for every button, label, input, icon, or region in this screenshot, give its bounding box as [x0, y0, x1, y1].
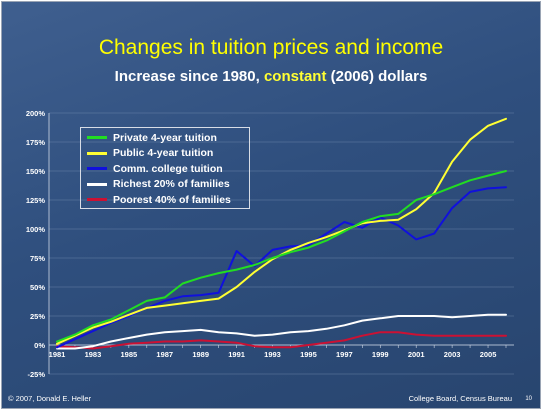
- x-tick-label: 2003: [444, 350, 461, 359]
- source-footer: College Board, Census Bureau: [408, 394, 512, 403]
- legend-label: Private 4-year tuition: [113, 131, 217, 144]
- y-tick-label: 150%: [26, 167, 46, 176]
- x-tick-label: 1989: [192, 350, 209, 359]
- legend-item: Poorest 40% of families: [87, 192, 249, 208]
- line-chart: -25% 0% 25% 50% 75% 100% 125% 150% 175% 200% 1981 1…: [26, 109, 514, 379]
- legend-item: Comm. college tuition: [87, 161, 249, 177]
- y-tick-label: 200%: [26, 109, 46, 118]
- legend-swatch: [87, 182, 107, 186]
- x-tick-label: 1983: [85, 350, 102, 359]
- legend-item: Private 4-year tuition: [87, 130, 249, 146]
- x-tick-label: 1985: [120, 350, 137, 359]
- y-tick-label: 50%: [30, 283, 45, 292]
- series-line-private-4-year-tuition: [56, 170, 507, 343]
- x-tick-label: 1993: [264, 350, 281, 359]
- x-tick-label: 1997: [336, 350, 353, 359]
- x-tick-label: 1991: [228, 350, 245, 359]
- copyright-footer: © 2007, Donald E. Heller: [8, 394, 92, 403]
- y-tick-label: 175%: [26, 138, 46, 147]
- x-tick-label: 1981: [49, 350, 66, 359]
- subtitle-suffix: (2006) dollars: [326, 68, 428, 85]
- series-line-richest-20-of-families: [56, 313, 507, 350]
- y-tick-label: 25%: [30, 312, 45, 321]
- y-tick-label: 0%: [34, 341, 45, 350]
- subtitle-prefix: Increase since 1980,: [114, 68, 264, 85]
- legend-label: Comm. college tuition: [113, 162, 223, 175]
- y-tick-label: 100%: [26, 225, 46, 234]
- legend-label: Public 4-year tuition: [113, 147, 214, 160]
- legend-swatch: [87, 198, 107, 202]
- subtitle-highlight: constant: [263, 68, 327, 85]
- y-tick-label: 75%: [30, 254, 45, 263]
- legend-swatch: [87, 167, 107, 171]
- legend-label: Richest 20% of families: [113, 178, 230, 191]
- series-line-poorest-40-of-families: [56, 331, 507, 350]
- legend-swatch: [87, 136, 107, 140]
- page-number: 10: [525, 396, 532, 402]
- legend-swatch: [87, 151, 107, 155]
- slide-title: Changes in tuition prices and income: [98, 36, 444, 59]
- x-tick-label: 2001: [408, 350, 425, 359]
- x-tick-label: 1999: [372, 350, 389, 359]
- legend-item: Richest 20% of families: [87, 177, 249, 193]
- slide-subtitle: Increase since 1980, constant (2006) dol…: [2, 68, 540, 86]
- series-line-comm-college-tuition: [56, 186, 507, 349]
- legend-label: Poorest 40% of families: [113, 193, 231, 206]
- chart-legend: Private 4-year tuition Public 4-year tuit…: [80, 127, 250, 209]
- y-tick-label: 125%: [26, 196, 46, 205]
- x-tick-label: 1995: [300, 350, 317, 359]
- x-tick-label: 1987: [156, 350, 173, 359]
- legend-item: Public 4-year tuition: [87, 146, 249, 162]
- y-tick-label: -25%: [27, 370, 45, 379]
- x-tick-label: 2005: [480, 350, 497, 359]
